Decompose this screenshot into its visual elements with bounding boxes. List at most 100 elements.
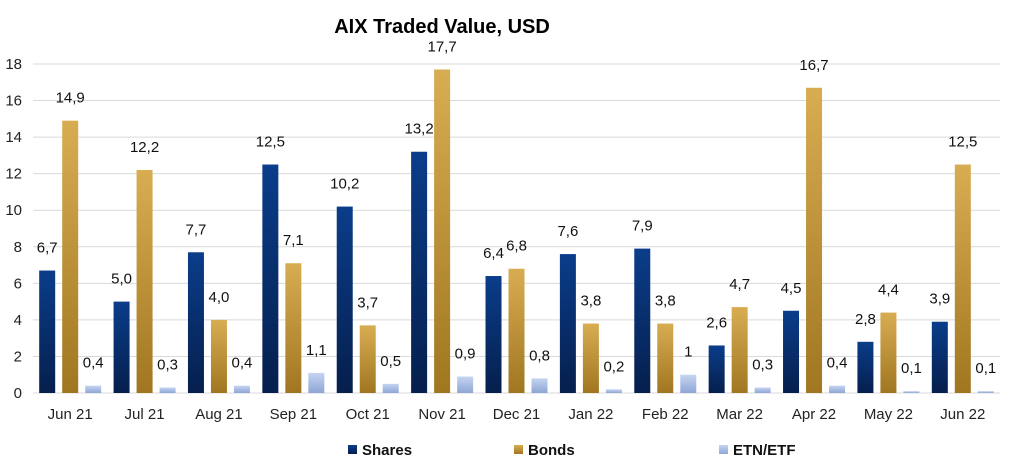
bar-etn-etf <box>680 374 697 393</box>
data-label: 0,1 <box>901 360 922 377</box>
bar-shares <box>857 341 874 393</box>
legend-swatch <box>348 445 357 454</box>
x-axis: Jun 21 Jul 21 Aug 21 Sep 21 Oct 21 Nov 21 Dec … <box>48 406 986 423</box>
data-label: 4,4 <box>878 282 899 299</box>
y-axis: 0 2 4 6 8 10 12 14 16 18 <box>5 56 22 402</box>
bar-bonds <box>731 307 748 393</box>
bars <box>39 69 994 394</box>
data-label: 12,2 <box>130 139 159 156</box>
data-label: 3,9 <box>929 291 950 308</box>
bar-shares <box>559 254 576 393</box>
bar-etn-etf <box>977 391 994 393</box>
bar-shares <box>783 310 800 393</box>
y-tick-label: 0 <box>14 385 22 402</box>
data-label: 0,4 <box>232 355 253 372</box>
bar-etn-etf <box>159 387 176 393</box>
chart-title: AIX Traded Value, USD <box>334 16 550 38</box>
bar-shares <box>411 151 428 393</box>
x-tick-label: May 22 <box>864 406 913 423</box>
bar-etn-etf <box>605 389 622 393</box>
y-tick-label: 10 <box>5 202 22 219</box>
bar-bonds <box>434 69 451 393</box>
x-tick-label: Dec 21 <box>493 406 541 423</box>
y-tick-label: 16 <box>5 93 22 110</box>
bar-bonds <box>136 170 153 393</box>
data-label: 0,9 <box>455 346 476 363</box>
data-label: 0,2 <box>603 358 624 375</box>
bar-bonds <box>359 325 376 393</box>
data-label: 0,5 <box>380 353 401 370</box>
data-labels: 6,7 14,9 0,4 5,0 12,2 0,3 7,7 4,0 0,4 12,5 7,1 1,1 1… <box>37 38 996 377</box>
data-label: 3,7 <box>357 294 378 311</box>
data-label: 7,7 <box>186 221 207 238</box>
x-tick-label: Jul 21 <box>125 406 165 423</box>
data-label: 10,2 <box>330 176 359 193</box>
data-label: 3,8 <box>655 293 676 310</box>
data-label: 6,8 <box>506 238 527 255</box>
x-tick-label: Jun 22 <box>940 406 985 423</box>
x-tick-label: Apr 22 <box>792 406 836 423</box>
bar-bonds <box>210 319 227 393</box>
x-tick-label: Feb 22 <box>642 406 689 423</box>
data-label: 12,5 <box>948 134 977 151</box>
data-label: 6,7 <box>37 240 58 257</box>
bar-bonds <box>62 120 79 394</box>
legend-label: ETN/ETF <box>733 442 796 459</box>
data-label: 17,7 <box>428 38 457 55</box>
bar-shares <box>708 345 725 393</box>
data-label: 4,7 <box>729 276 750 293</box>
bar-bonds <box>880 312 897 393</box>
bar-bonds <box>285 263 302 393</box>
legend-label: Shares <box>362 442 412 459</box>
data-label: 4,0 <box>209 289 230 306</box>
data-label: 0,1 <box>975 360 996 377</box>
bar-bonds <box>657 323 674 393</box>
data-label: 1,1 <box>306 342 327 359</box>
y-tick-label: 8 <box>14 239 22 256</box>
bar-etn-etf <box>85 385 102 393</box>
data-label: 0,8 <box>529 347 550 364</box>
bar-bonds <box>954 164 971 393</box>
data-label: 16,7 <box>799 57 828 74</box>
bar-bonds <box>582 323 599 393</box>
data-label: 4,5 <box>781 280 802 297</box>
x-tick-label: Jun 21 <box>48 406 93 423</box>
data-label: 0,4 <box>827 355 848 372</box>
x-tick-label: Aug 21 <box>195 406 243 423</box>
bar-shares <box>336 206 353 393</box>
data-label: 7,6 <box>557 223 578 240</box>
bar-etn-etf <box>829 385 846 393</box>
data-label: 13,2 <box>405 121 434 138</box>
bar-shares <box>634 248 651 393</box>
y-tick-label: 18 <box>5 56 22 73</box>
y-tick-label: 6 <box>14 275 22 292</box>
x-tick-label: Nov 21 <box>418 406 466 423</box>
data-label: 14,9 <box>56 90 85 107</box>
data-label: 0,3 <box>752 357 773 374</box>
bar-etn-etf <box>531 378 548 393</box>
bar-shares <box>262 164 279 393</box>
x-tick-label: Mar 22 <box>716 406 763 423</box>
y-tick-label: 4 <box>14 312 22 329</box>
bar-etn-etf <box>754 387 771 393</box>
bar-shares <box>39 270 56 393</box>
bar-shares <box>931 321 948 393</box>
legend: Shares Bonds ETN/ETF <box>348 442 796 459</box>
y-tick-label: 14 <box>5 129 22 146</box>
data-label: 7,1 <box>283 232 304 249</box>
data-label: 3,8 <box>580 293 601 310</box>
data-label: 12,5 <box>256 134 285 151</box>
x-tick-label: Oct 21 <box>346 406 390 423</box>
bar-bonds <box>508 268 525 393</box>
bar-bonds <box>806 87 823 393</box>
legend-swatch <box>719 445 728 454</box>
data-label: 0,4 <box>83 355 104 372</box>
legend-swatch <box>514 445 523 454</box>
data-label: 2,8 <box>855 311 876 328</box>
legend-label: Bonds <box>528 442 575 459</box>
bar-shares <box>187 252 204 393</box>
bar-etn-etf <box>457 376 474 393</box>
bar-etn-etf <box>233 385 250 393</box>
data-label: 5,0 <box>111 271 132 288</box>
data-label: 6,4 <box>483 245 504 262</box>
